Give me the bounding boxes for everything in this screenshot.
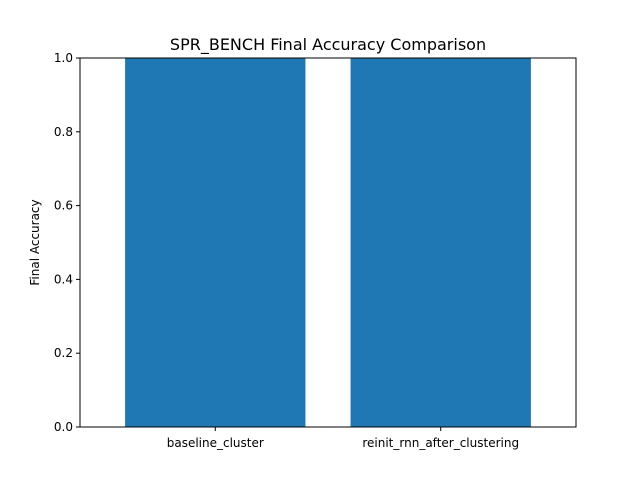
x-tick-label: reinit_rnn_after_clustering	[362, 436, 519, 450]
x-axis: baseline_cluster reinit_rnn_after_cluster…	[167, 427, 519, 450]
bar-baseline_cluster	[125, 58, 306, 427]
plot-frame	[79, 57, 577, 428]
y-tick-label: 0.4	[54, 272, 73, 286]
x-tick-label: baseline_cluster	[167, 436, 264, 450]
y-axis: 0.0 0.2 0.4 0.6 0.8 1.0	[54, 51, 80, 434]
y-tick-label: 0.0	[54, 420, 73, 434]
chart-title: SPR_BENCH Final Accuracy Comparison	[170, 35, 486, 55]
bar-reinit_rnn_after_clustering	[350, 58, 531, 427]
bars-group	[125, 58, 531, 427]
y-tick-label: 0.6	[54, 199, 73, 213]
y-tick-label: 0.8	[54, 125, 73, 139]
y-tick-label: 1.0	[54, 51, 73, 65]
y-axis-label: Final Accuracy	[28, 199, 42, 285]
y-tick-label: 0.2	[54, 346, 73, 360]
